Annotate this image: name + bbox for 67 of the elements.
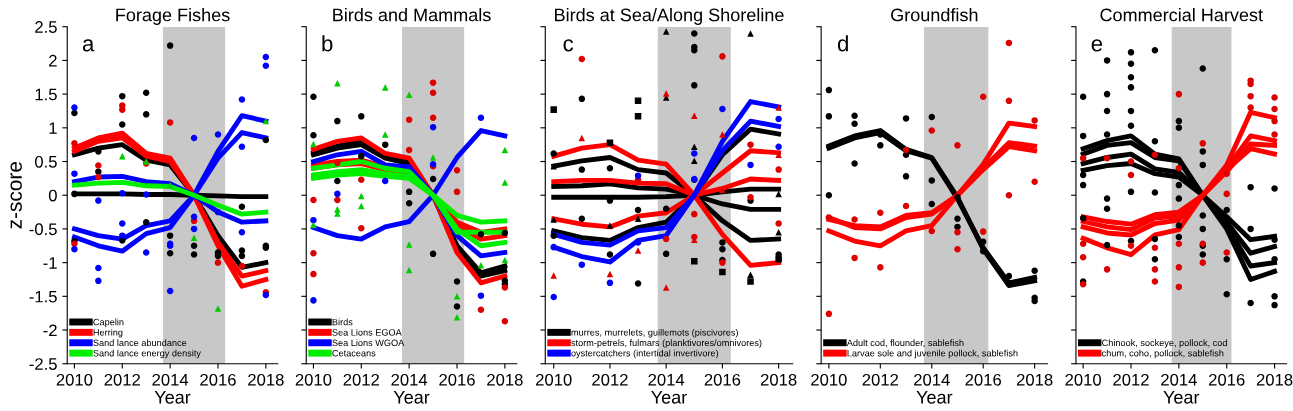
x-tick-label: 2014 <box>1161 373 1197 386</box>
y-tick-label: -1.5 <box>29 290 57 303</box>
y-tick-label: 2 <box>49 54 57 67</box>
annotation: c <box>563 39 574 52</box>
legend-label: Sea Lions WGOA <box>332 339 405 347</box>
x-tick-label: 2010 <box>536 373 572 386</box>
x-tick-label: 2016 <box>439 373 475 386</box>
x-axis-title: Year <box>651 391 687 404</box>
x-tick-label: 2010 <box>295 373 332 386</box>
y-tick-label: -2.5 <box>29 358 57 370</box>
chart-title: Groundfish <box>891 8 978 22</box>
x-axis-title: Year <box>916 391 953 404</box>
y-axis-title: z-score <box>10 162 22 229</box>
x-tick-label: 2010 <box>56 373 93 386</box>
legend-label: Larvae sole and juvenile pollock, sablefish <box>847 349 1018 359</box>
x-tick-label: 2018 <box>760 373 797 386</box>
x-tick-label: 2012 <box>1113 373 1149 386</box>
chart-title: Birds and Mammals <box>333 8 491 22</box>
x-tick-label: 2012 <box>862 373 899 386</box>
chart-title: Commercial Harvest <box>1100 8 1263 22</box>
legend-label: Adult cod, flounder, sablefish <box>846 339 964 348</box>
x-tick-label: 2012 <box>343 373 379 386</box>
x-tick-label: 2012 <box>104 373 140 386</box>
chart-title: Forage Fishes <box>116 8 230 25</box>
x-axis-title: Year <box>393 391 430 404</box>
legend-label: Cetaceans <box>332 349 376 357</box>
x-tick-label: 2016 <box>965 373 1002 386</box>
legend-label: Sand lance energy density <box>93 349 201 359</box>
x-tick-label: 2018 <box>1256 373 1293 386</box>
annotation: e <box>1091 39 1103 52</box>
legend-label: Sea Lions EGOA <box>332 328 402 336</box>
x-tick-label: 2016 <box>1209 373 1245 386</box>
x-axis-title: Year <box>154 391 191 404</box>
legend-label: storm-petrels, fulmars (planktivores/omnivores) <box>571 339 762 348</box>
legend-label: Capelin <box>93 318 124 328</box>
x-tick-label: 2014 <box>152 373 189 386</box>
y-tick-label: -0.5 <box>29 223 57 236</box>
y-tick-label: 1.5 <box>35 88 57 101</box>
y-tick-label: -1 <box>43 257 57 269</box>
annotation: d <box>837 35 848 52</box>
annotation: b <box>322 35 333 52</box>
y-tick-label: 0 <box>48 189 57 202</box>
x-tick-label: 2014 <box>648 373 685 386</box>
y-tick-label: 1 <box>49 122 57 134</box>
x-tick-label: 2014 <box>391 373 428 386</box>
x-tick-label: 2010 <box>811 373 847 386</box>
x-tick-label: 2016 <box>200 373 236 386</box>
x-tick-label: 2012 <box>592 373 628 386</box>
legend-label: chum, coho, pollock, sablefish <box>1102 349 1224 359</box>
x-axis-title: Year <box>1163 391 1200 404</box>
x-tick-label: 2016 <box>704 373 741 386</box>
x-tick-label: 2010 <box>1065 373 1102 386</box>
legend-label: Chinook, sockeye, pollock, cod <box>1102 339 1227 348</box>
legend-label: Birds <box>332 318 353 326</box>
y-tick-label: 0.5 <box>35 155 57 168</box>
x-tick-label: 2018 <box>248 373 284 386</box>
x-tick-label: 2014 <box>914 373 950 386</box>
annotation: a <box>82 39 95 52</box>
legend-label: Herring <box>93 328 123 338</box>
legend-label: murres, murrelets, guillemots (piscivores) <box>571 328 738 338</box>
y-tick-label: 2.5 <box>35 21 57 33</box>
chart-title: Birds at Sea/Along Shoreline <box>555 8 784 25</box>
legend-label: Sand lance abundance <box>93 339 187 347</box>
y-tick-label: -2 <box>43 324 57 337</box>
x-tick-label: 2018 <box>1016 373 1053 386</box>
x-tick-label: 2018 <box>487 373 523 386</box>
legend-label: oystercatchers (intertidal invertivore) <box>571 349 719 359</box>
